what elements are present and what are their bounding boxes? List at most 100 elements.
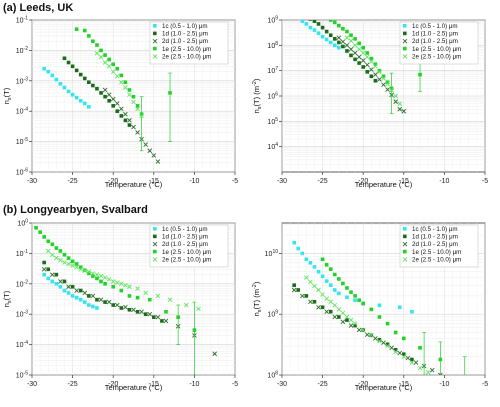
data-point-1c xyxy=(70,92,75,97)
data-point-1c xyxy=(42,66,46,71)
data-point-1d xyxy=(70,64,75,69)
chart-leeds-ns-m2: -30 -25 -20 -15 -10 -5 104 105 106 107 108 109 Tempe… xyxy=(252,16,488,190)
data-point-1d xyxy=(365,70,370,74)
data-point-2e xyxy=(139,113,144,119)
data-point-2d xyxy=(332,314,338,320)
data-point-2d xyxy=(82,290,88,296)
legend-marker-1d xyxy=(403,234,407,239)
data-point-1c xyxy=(304,257,309,262)
y-tick-label: 108 xyxy=(267,41,278,50)
data-point-1c xyxy=(292,240,296,245)
data-point-2d xyxy=(155,159,161,164)
data-point-1e xyxy=(115,66,120,71)
data-point-1c xyxy=(296,246,301,251)
data-point-1d xyxy=(345,49,349,53)
data-point-1d xyxy=(115,109,120,113)
data-point-1c xyxy=(46,276,51,281)
data-point-2e xyxy=(377,69,382,75)
data-point-1c xyxy=(300,251,305,256)
legend-label-2e: 2e (2.5 - 10.0) μm xyxy=(412,256,461,263)
data-point-1e xyxy=(34,225,38,230)
data-point-1e xyxy=(87,34,91,38)
data-point-2d xyxy=(429,367,435,373)
data-point-1e xyxy=(50,242,55,247)
data-point-1d xyxy=(152,315,156,319)
data-point-1d xyxy=(42,260,46,265)
data-point-2e xyxy=(312,283,317,289)
data-point-1e xyxy=(381,74,386,79)
y-tick-label: 108 xyxy=(267,371,278,380)
y-tick-label: 10-3 xyxy=(16,310,28,319)
x-tick-label: -30 xyxy=(27,381,37,388)
data-point-1d xyxy=(377,337,382,342)
legend-box xyxy=(149,21,229,65)
data-point-2e xyxy=(49,252,55,258)
legend-marker-1e xyxy=(403,249,407,254)
data-point-2d xyxy=(438,372,443,375)
data-point-1c xyxy=(58,284,63,289)
data-point-2e xyxy=(94,51,100,56)
x-axis-label: Temperature (°C) xyxy=(355,383,413,392)
data-point-1e xyxy=(377,315,382,319)
data-point-1e xyxy=(373,62,378,66)
data-point-2e xyxy=(98,273,104,279)
data-point-1c xyxy=(332,288,337,292)
data-point-1c xyxy=(312,28,317,32)
data-point-2d xyxy=(308,299,313,305)
data-point-1c xyxy=(377,303,382,308)
x-axis-label: Temperature (°C) xyxy=(355,180,413,189)
data-point-2e xyxy=(381,75,386,81)
data-point-1e xyxy=(119,73,124,78)
data-point-2e xyxy=(369,332,374,338)
data-point-1d xyxy=(160,319,164,323)
legend-label-1c: 1c (0.5 - 1.0) μm xyxy=(412,23,458,30)
data-point-1c xyxy=(320,274,325,279)
data-point-2d xyxy=(147,311,153,317)
data-point-1c xyxy=(308,25,313,30)
data-point-2d xyxy=(348,323,354,328)
data-layer xyxy=(42,27,172,164)
data-point-2e xyxy=(328,299,334,305)
data-point-1d xyxy=(324,29,329,34)
data-point-1e xyxy=(192,328,197,332)
data-point-2d xyxy=(131,124,136,130)
data-point-2d xyxy=(143,142,148,147)
data-point-2e xyxy=(385,81,390,87)
x-axis-label: Temperature (°C) xyxy=(105,180,163,189)
data-point-1e xyxy=(345,29,349,34)
data-point-1e xyxy=(345,286,349,290)
data-point-2e xyxy=(62,260,67,265)
x-tick-label: -25 xyxy=(68,381,78,388)
y-axis-label: ns(T) xyxy=(2,87,13,104)
data-point-1e xyxy=(46,239,51,244)
data-point-1d xyxy=(385,342,390,347)
data-point-2d xyxy=(373,336,378,341)
legend-marker-2d xyxy=(402,38,408,44)
data-point-2e xyxy=(135,106,140,112)
y-tick-label: 104 xyxy=(267,142,278,151)
data-point-2d xyxy=(106,92,112,97)
data-point-2e xyxy=(155,293,161,299)
legend-marker-2d xyxy=(152,38,158,44)
data-point-1d xyxy=(66,60,71,65)
data-point-1c xyxy=(345,295,349,300)
data-point-1e xyxy=(99,279,103,284)
data-point-2e xyxy=(385,343,390,349)
data-point-1e xyxy=(393,330,398,335)
data-point-2d xyxy=(131,307,136,313)
data-point-1c xyxy=(328,40,333,45)
data-point-2e xyxy=(332,302,338,308)
data-point-1c xyxy=(74,295,79,300)
y-tick-label: 10-1 xyxy=(16,16,28,25)
data-point-2e xyxy=(340,310,346,316)
legend-marker-1c xyxy=(153,24,157,28)
legend-marker-2d xyxy=(152,241,158,247)
y-tick-label: 10-4 xyxy=(16,340,28,349)
data-point-1c xyxy=(324,37,329,42)
x-tick-label: -15 xyxy=(399,381,409,388)
data-point-1c xyxy=(74,95,79,100)
y-axis-label: ns(T) xyxy=(2,290,13,307)
data-point-1e xyxy=(349,33,353,38)
data-point-2d xyxy=(397,350,403,356)
data-point-1e xyxy=(127,88,132,92)
